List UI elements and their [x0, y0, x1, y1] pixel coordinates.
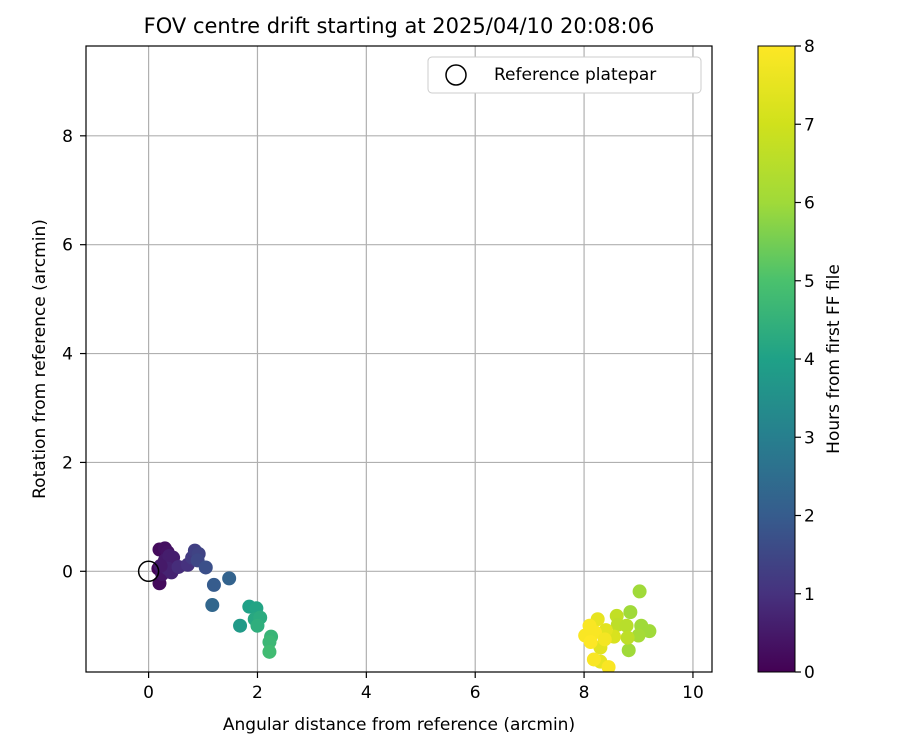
reference-point-marker [137, 560, 160, 583]
colorbar-tick-label: 3 [804, 428, 815, 448]
y-tick-label: 4 [62, 345, 73, 365]
data-point [642, 624, 657, 639]
data-point [597, 632, 612, 647]
legend-box [427, 56, 702, 94]
x-tick-label: 2 [252, 683, 263, 703]
data-point [623, 605, 638, 620]
data-point [631, 628, 646, 643]
chart-title: FOV centre drift starting at 2025/04/10 … [144, 14, 655, 38]
colorbar-tick-label: 5 [804, 272, 815, 292]
colorbar-ticks: 0 1 2 3 4 5 6 7 8 [795, 37, 815, 683]
colorbar-tick-label: 4 [804, 350, 815, 370]
legend-label: Reference platepar [494, 65, 656, 85]
colorbar: 0 1 2 3 4 5 6 7 8 Hours from first FF file [757, 37, 844, 683]
data-point [222, 571, 237, 586]
colorbar-label: Hours from first FF file [824, 264, 844, 454]
colorbar-tick-label: 1 [804, 585, 815, 605]
data-point [583, 635, 598, 650]
data-point [601, 660, 616, 672]
y-axis-label: Rotation from reference (arcmin) [30, 219, 50, 499]
data-points [137, 541, 657, 672]
y-tick-label: 8 [62, 127, 73, 147]
data-point [233, 618, 248, 633]
data-point [198, 560, 213, 575]
colorbar-tick-label: 6 [804, 194, 815, 214]
data-point [621, 643, 636, 658]
colorbar-tick-label: 8 [804, 37, 815, 57]
y-tick-label: 2 [62, 453, 73, 473]
data-point [620, 630, 635, 645]
x-tick-label: 0 [143, 683, 154, 703]
x-tick-label: 8 [579, 683, 590, 703]
data-point [206, 577, 221, 592]
data-point [250, 618, 265, 633]
data-point [586, 652, 601, 667]
grid [86, 46, 712, 672]
data-point [153, 558, 168, 573]
y-axis-ticks: 0 2 4 6 8 [62, 127, 86, 582]
data-point [619, 618, 634, 633]
colorbar-tick-label: 0 [804, 663, 815, 683]
x-tick-label: 4 [361, 683, 372, 703]
data-point [205, 598, 220, 613]
x-axis-ticks: 0 2 4 6 8 10 [143, 672, 704, 703]
plot-frame [85, 45, 713, 673]
y-tick-label: 6 [62, 236, 73, 256]
colorbar-gradient [757, 45, 796, 673]
data-point [262, 644, 277, 659]
x-axis-label: Angular distance from reference (arcmin) [223, 715, 575, 735]
x-tick-label: 6 [470, 683, 481, 703]
colorbar-tick-label: 7 [804, 115, 815, 135]
y-tick-label: 0 [62, 562, 73, 582]
data-point [262, 635, 277, 650]
legend: Reference platepar [427, 56, 702, 94]
reference-marker-icon [445, 64, 467, 86]
x-tick-label: 10 [682, 683, 704, 703]
data-point [632, 584, 647, 599]
colorbar-tick-label: 2 [804, 507, 815, 527]
